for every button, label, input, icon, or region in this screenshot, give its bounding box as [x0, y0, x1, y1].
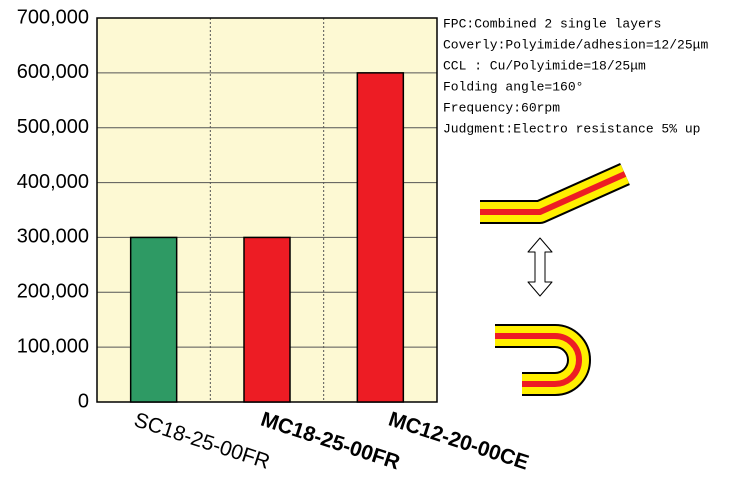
y-tick-label: 300,000	[17, 226, 89, 248]
x-tick-label: MC18-25-00FR	[258, 408, 403, 475]
bar	[357, 73, 403, 402]
x-tick-label: SC18-25-00FR	[131, 408, 272, 474]
annotation: FPC:Combined 2 single layers	[443, 16, 661, 31]
y-tick-label: 400,000	[17, 171, 89, 193]
y-tick-label: 600,000	[17, 61, 89, 83]
y-tick-label: 700,000	[17, 6, 89, 28]
bar	[131, 237, 177, 402]
x-tick-label: MC12-20-00CE	[386, 408, 532, 475]
fold-diagram	[480, 174, 625, 384]
annotation: Frequency:60rpm	[443, 100, 560, 115]
annotation: Judgment:Electro resistance 5% up	[443, 121, 700, 136]
annotation: Coverly:Polyimide/adhesion=12/25μm	[443, 37, 708, 52]
y-tick-label: 500,000	[17, 116, 89, 138]
y-tick-label: 200,000	[17, 281, 89, 303]
bar	[244, 237, 290, 402]
chart: 0 100,000 200,000 300,000 400,000 500,000 600,…	[0, 0, 735, 482]
annotation: Folding angle=160°	[443, 79, 583, 94]
annotation: CCL : Cu/Polyimide=18/25μm	[443, 58, 646, 73]
y-tick-label: 100,000	[17, 335, 89, 357]
y-tick-label: 0	[78, 390, 89, 412]
